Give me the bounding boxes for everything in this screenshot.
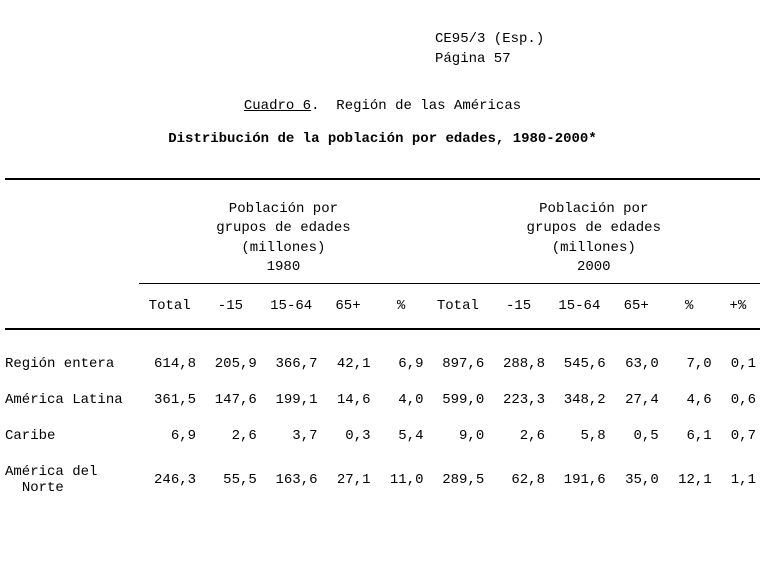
cell: 55,5	[200, 454, 261, 506]
cell: 288,8	[488, 346, 549, 382]
cell: 42,1	[322, 346, 375, 382]
cell: 599,0	[428, 382, 489, 418]
cell: 191,6	[549, 454, 610, 506]
cell: 27,1	[322, 454, 375, 506]
cell: 366,7	[261, 346, 322, 382]
cell: 6,1	[663, 418, 716, 454]
row-label: Región entera	[5, 346, 139, 382]
cell: 147,6	[200, 382, 261, 418]
cell: 2,6	[200, 418, 261, 454]
cell: 3,7	[261, 418, 322, 454]
cell: 63,0	[610, 346, 663, 382]
table-title: Región de las Américas	[336, 98, 521, 114]
col-1564-2000: 15-64	[549, 284, 610, 330]
col-1564-1980: 15-64	[261, 284, 322, 330]
cell: 205,9	[200, 346, 261, 382]
group-header-row: Población por grupos de edades (millones…	[5, 182, 760, 282]
table-row: Región entera 614,8 205,9 366,7 42,1 6,9…	[5, 346, 760, 382]
cell: 289,5	[428, 454, 489, 506]
cell: 6,9	[375, 346, 428, 382]
cell: 897,6	[428, 346, 489, 382]
col-minus15-1980: -15	[200, 284, 261, 330]
row-label: América Latina	[5, 382, 139, 418]
cell: 545,6	[549, 346, 610, 382]
doc-page: Página 57	[435, 50, 760, 70]
cell: 5,8	[549, 418, 610, 454]
col-total-1980: Total	[139, 284, 200, 330]
doc-header: CE95/3 (Esp.) Página 57	[435, 30, 760, 69]
cell: 4,6	[663, 382, 716, 418]
col-pct-1980: %	[375, 284, 428, 330]
row-label: América del Norte	[5, 454, 139, 506]
cell: 614,8	[139, 346, 200, 382]
cell: 246,3	[139, 454, 200, 506]
cell: 0,3	[322, 418, 375, 454]
group-header-2000: Población por grupos de edades (millones…	[428, 182, 760, 282]
cell: 5,4	[375, 418, 428, 454]
cell: 7,0	[663, 346, 716, 382]
cell: 62,8	[488, 454, 549, 506]
cell: 361,5	[139, 382, 200, 418]
col-65plus-2000: 65+	[610, 284, 663, 330]
cell: 27,4	[610, 382, 663, 418]
doc-ref: CE95/3 (Esp.)	[435, 30, 760, 50]
col-total-2000: Total	[428, 284, 489, 330]
table-number: Cuadro 6	[244, 98, 311, 114]
title-block: Cuadro 6. Región de las Américas Distrib…	[5, 94, 760, 152]
cell: 0,7	[716, 418, 760, 454]
cell: 12,1	[663, 454, 716, 506]
cell: 11,0	[375, 454, 428, 506]
table-subtitle: Distribución de la población por edades,…	[5, 127, 760, 152]
cell: 223,3	[488, 382, 549, 418]
row-label: Caribe	[5, 418, 139, 454]
cell: 0,6	[716, 382, 760, 418]
table-row: Caribe 6,9 2,6 3,7 0,3 5,4 9,0 2,6 5,8 0…	[5, 418, 760, 454]
column-header-row: Total -15 15-64 65+ % Total -15 15-64 65…	[5, 284, 760, 330]
cell: 0,5	[610, 418, 663, 454]
cell: 1,1	[716, 454, 760, 506]
cell: 348,2	[549, 382, 610, 418]
cell: 35,0	[610, 454, 663, 506]
table-row: América Latina 361,5 147,6 199,1 14,6 4,…	[5, 382, 760, 418]
cell: 0,1	[716, 346, 760, 382]
table-number-sep: .	[311, 98, 336, 114]
col-minus15-2000: -15	[488, 284, 549, 330]
group-header-1980: Población por grupos de edades (millones…	[139, 182, 427, 282]
col-plus-pct: +%	[716, 284, 760, 330]
cell: 9,0	[428, 418, 489, 454]
cell: 2,6	[488, 418, 549, 454]
page: CE95/3 (Esp.) Página 57 Cuadro 6. Región…	[0, 0, 765, 526]
col-blank	[5, 284, 139, 330]
cell: 6,9	[139, 418, 200, 454]
cell: 14,6	[322, 382, 375, 418]
cell: 4,0	[375, 382, 428, 418]
cell: 199,1	[261, 382, 322, 418]
table-number-line: Cuadro 6. Región de las Américas	[5, 94, 760, 119]
cell: 163,6	[261, 454, 322, 506]
data-table: Población por grupos de edades (millones…	[5, 178, 760, 507]
col-65plus-1980: 65+	[322, 284, 375, 330]
col-pct-2000: %	[663, 284, 716, 330]
table-row: América del Norte 246,3 55,5 163,6 27,1 …	[5, 454, 760, 506]
